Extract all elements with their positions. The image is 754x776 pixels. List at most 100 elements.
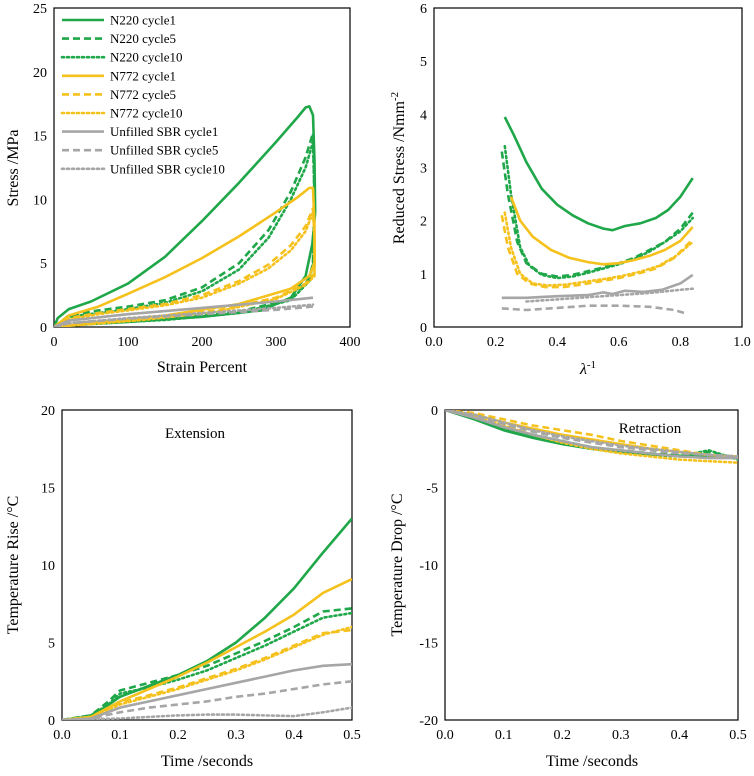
series-line-unfilled-sbr-cycle1	[54, 296, 314, 327]
y-tick-label: 5	[40, 257, 47, 272]
x-tick-label: 0.2	[487, 335, 505, 350]
legend-label: Unfilled SBR cycle10	[110, 161, 225, 176]
y-axis-title-retraction: Temperature Drop /°C	[389, 493, 406, 636]
plot-frame-retraction	[444, 409, 739, 721]
series-retraction	[445, 410, 738, 464]
x-tick-label: 0.3	[227, 728, 245, 743]
x-tick-label: 100	[118, 335, 139, 350]
x-tick-label: 0.6	[610, 335, 628, 350]
y-axis-reduced-stress-text: Reduced Stress /Nmm	[391, 100, 408, 244]
x-axis-lambda: λ	[579, 361, 587, 378]
series-line-n220-cycle10	[62, 611, 352, 720]
series-line-n220-cycle10	[503, 144, 694, 280]
series-line-n772-cycle1	[509, 196, 694, 266]
legend-label: N220 cycle5	[110, 31, 176, 46]
y-tick-label: 10	[33, 193, 47, 208]
tick-labels-retraction: 0.0 0.1 0.2 0.3 0.4 0.5 0 -5 -10 -15 -20	[419, 404, 746, 743]
y-axis-title-reduced-stress: Reduced Stress /Nmm-2	[389, 92, 408, 244]
legend-label: N772 cycle5	[110, 87, 176, 102]
annotation-retraction: Retraction	[619, 421, 682, 437]
legend-label: Unfilled SBR cycle1	[110, 124, 218, 139]
x-tick-label: 200	[192, 335, 213, 350]
legend-label: N772 cycle1	[110, 68, 176, 83]
series-line-unfilled-sbr-cycle5	[445, 410, 738, 458]
legend-label: N220 cycle10	[110, 50, 183, 65]
y-tick-label: -5	[426, 482, 438, 497]
x-tick-label: 0.5	[343, 728, 361, 743]
series-line-n220-cycle5	[62, 607, 352, 720]
x-axis-title-retraction: Time /seconds	[546, 753, 638, 770]
panel-stress-strain: 0 100 200 300 400 0 5 10 15 20 25 Strain Percent S…	[5, 2, 361, 376]
y-tick-label: 0	[48, 714, 55, 729]
series-line-n772-cycle1	[62, 577, 352, 720]
series-line-unfilled-sbr-cycle1	[501, 273, 694, 300]
legend-stress-strain: N220 cycle1 N220 cycle5 N220 cycle10 N772 c…	[60, 13, 225, 176]
y-tick-label: -10	[419, 559, 438, 574]
x-tick-label: 0.4	[671, 728, 689, 743]
x-tick-label: 400	[340, 335, 361, 350]
y-tick-label: 0	[431, 404, 438, 419]
y-tick-label: 15	[41, 482, 55, 497]
y-tick-label: 1	[420, 268, 427, 283]
tick-labels-stress-strain: 0 100 200 300 400 0 5 10 15 20 25	[33, 2, 361, 350]
series-line-n220-cycle1	[503, 116, 694, 232]
panel-extension: 0.0 0.1 0.2 0.3 0.4 0.5 0 5 10 15 20 Extension Tim…	[5, 404, 361, 770]
y-axis-title-extension: Temperature Rise /°C	[5, 496, 22, 635]
x-tick-label: 0.2	[553, 728, 571, 743]
series-line-n772-cycle5	[500, 215, 694, 289]
series-line-unfilled-sbr-cycle1	[445, 410, 738, 460]
tick-labels-extension: 0.0 0.1 0.2 0.3 0.4 0.5 0 5 10 15 20	[41, 404, 361, 743]
y-tick-label: -20	[419, 714, 438, 729]
series-line-unfilled-sbr-cycle5	[501, 304, 687, 315]
annotation-extension: Extension	[165, 426, 225, 442]
series-line-unfilled-sbr-cycle1	[62, 662, 352, 720]
series-line-n772-cycle10	[54, 210, 316, 327]
x-tick-label: 0.3	[612, 728, 630, 743]
x-tick-label: 300	[266, 335, 287, 350]
x-tick-label: 0.8	[672, 335, 690, 350]
legend-label: N772 cycle10	[110, 106, 183, 121]
series-line-n772-cycle5	[445, 410, 738, 460]
y-tick-label: 20	[33, 66, 47, 81]
x-tick-label: 0.1	[495, 728, 513, 743]
series-line-n772-cycle10	[503, 211, 694, 287]
x-tick-label: 0.2	[169, 728, 187, 743]
x-tick-label: 0	[51, 335, 58, 350]
series-line-unfilled-sbr-cycle10	[62, 706, 352, 720]
series-line-unfilled-sbr-cycle10	[445, 410, 738, 458]
plot-frame-reduced-stress	[433, 7, 743, 328]
x-axis-lambda-exponent: -1	[587, 359, 596, 371]
y-tick-label: 0	[420, 321, 427, 336]
y-tick-label: 5	[420, 55, 427, 70]
panel-reduced-stress: 0.0 0.2 0.4 0.6 0.8 1.0 0 1 2 3 4 5 6 λ-1 Reduced St…	[389, 2, 751, 378]
x-tick-label: 0.0	[53, 728, 71, 743]
x-tick-label: 0.1	[111, 728, 129, 743]
y-tick-label: 5	[48, 637, 55, 652]
y-tick-label: 2	[420, 215, 427, 230]
series-line-unfilled-sbr-cycle5	[62, 680, 352, 720]
legend-label: Unfilled SBR cycle5	[110, 143, 218, 158]
y-tick-label: 4	[420, 108, 427, 123]
x-tick-label: 1.0	[733, 335, 751, 350]
x-tick-label: 0.4	[285, 728, 303, 743]
series-line-n772-cycle10	[62, 625, 352, 720]
y-tick-label: 6	[420, 2, 427, 17]
series-line-unfilled-sbr-cycle10	[54, 303, 315, 327]
y-axis-title-stress-strain: Stress /MPa	[5, 130, 22, 207]
legend-label: N220 cycle1	[110, 13, 176, 28]
y-tick-label: -15	[419, 637, 438, 652]
y-axis-reduced-stress-exponent: -2	[389, 92, 401, 101]
y-tick-label: 0	[40, 321, 47, 336]
x-axis-title-reduced-stress: λ-1	[579, 359, 596, 378]
y-tick-label: 3	[420, 162, 427, 177]
series-extension	[62, 517, 352, 720]
plot-frame-stress-strain	[53, 7, 351, 328]
x-tick-label: 0.5	[729, 728, 747, 743]
x-tick-label: 0.0	[436, 728, 454, 743]
panel-retraction: 0.0 0.1 0.2 0.3 0.4 0.5 0 -5 -10 -15 -20 Retractio…	[389, 404, 747, 770]
tick-labels-reduced-stress: 0.0 0.2 0.4 0.6 0.8 1.0 0 1 2 3 4 5 6	[420, 2, 751, 350]
x-axis-title-extension: Time /seconds	[161, 753, 253, 770]
x-tick-label: 0.4	[548, 335, 566, 350]
series-reduced-stress	[500, 116, 694, 315]
